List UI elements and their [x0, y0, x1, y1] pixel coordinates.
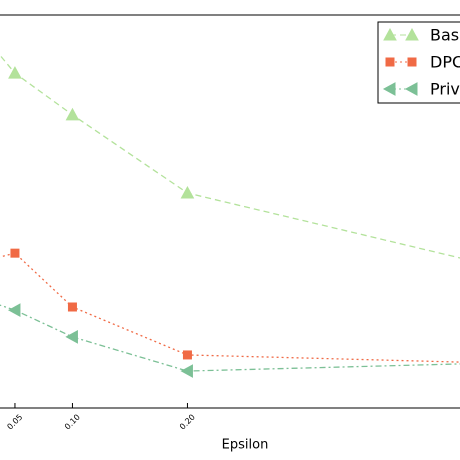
- plot-area: [0, 54, 460, 378]
- legend-marker: [407, 57, 417, 67]
- data-point: [65, 330, 78, 344]
- data-point: [180, 364, 193, 378]
- legend-marker: [404, 82, 418, 96]
- legend-label: Priv: [430, 80, 460, 99]
- data-point: [180, 185, 195, 199]
- series-line: [0, 304, 460, 372]
- legend-marker: [383, 27, 397, 41]
- data-point: [67, 302, 77, 312]
- legend-label: Bas: [430, 26, 459, 45]
- x-axis-label: Epsilon: [222, 438, 269, 453]
- data-point: [7, 303, 21, 317]
- legend-marker: [382, 82, 396, 96]
- x-tick-label: 0.20: [178, 413, 197, 432]
- data-point: [65, 107, 80, 121]
- data-point: [182, 350, 192, 360]
- x-tick-label: 0.05: [5, 413, 24, 432]
- x-tick-label: 0.10: [63, 413, 82, 432]
- legend-marker: [405, 27, 419, 41]
- legend-marker: [385, 57, 395, 67]
- legend-label: DPC: [430, 53, 460, 72]
- data-point: [10, 248, 20, 258]
- data-point: [8, 66, 22, 79]
